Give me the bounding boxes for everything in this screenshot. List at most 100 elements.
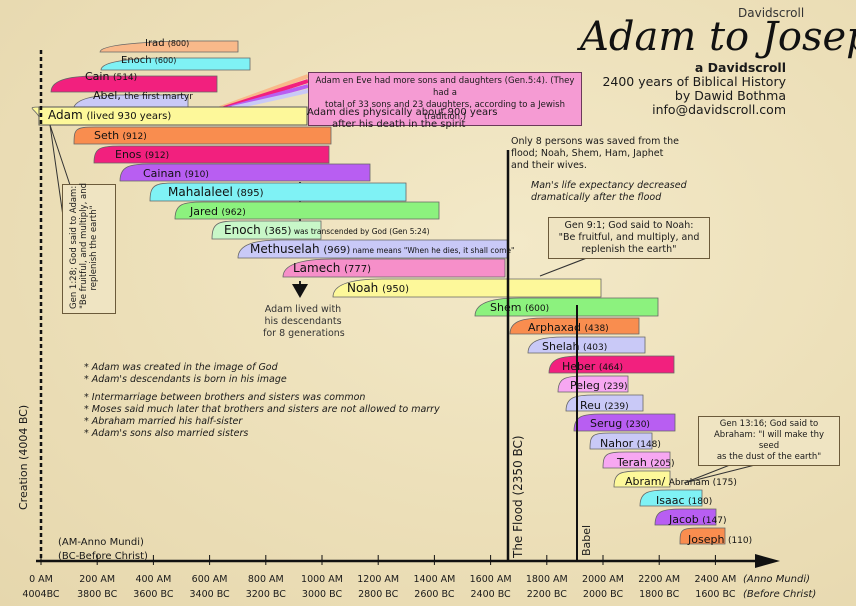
person-age: (239) [604, 402, 628, 412]
axis-tick-label: 200 AM 3800 BC [67, 572, 127, 602]
page-title: Adam to Joseph [580, 14, 856, 60]
person-label: Enoch (600) [121, 55, 176, 66]
person-label: Peleg (239) [570, 379, 628, 392]
person-label: Mahalaleel (895) [168, 185, 264, 199]
person-label: Serug (230) [590, 417, 650, 430]
person-age: the first martyr [124, 92, 193, 102]
person-age: (180) [688, 497, 712, 507]
bullet-note: * Adam was created in the image of God [84, 362, 278, 373]
person-label: Arphaxad (438) [528, 321, 609, 334]
person-age: (205) [650, 459, 674, 469]
person-age: (950) [382, 284, 409, 295]
tick-bc: 3600 BC [133, 589, 174, 600]
axis-tick-label: 1400 AM 2600 BC [404, 572, 464, 602]
tick-am: 1800 AM [525, 574, 568, 585]
adam-lived-line-3: for 8 generations [263, 328, 345, 339]
person-label: Reu (239) [580, 399, 629, 412]
person-name: Peleg [570, 379, 603, 392]
person-age: (910) [185, 170, 209, 180]
person-name: Abel, [93, 89, 124, 102]
life-expectancy-line-1: Man's life expectancy decreased [531, 180, 687, 191]
axis-tick-label: 2200 AM 1800 BC [629, 572, 689, 602]
bullet-note: * Moses said much later that brothers an… [84, 404, 440, 415]
bar-seth [73, 126, 332, 145]
tick-bc: 2400 BC [470, 589, 511, 600]
subtitle-email[interactable]: info@davidscroll.com [652, 102, 786, 117]
person-label: Abram/ Abraham (175) [625, 475, 737, 488]
gen-9-1-line-3: replenish the earth" [581, 244, 677, 255]
person-age: (239) [603, 382, 627, 392]
person-label: Seth (912) [94, 129, 147, 142]
axis-tick-label: 800 AM 3200 BC [236, 572, 296, 602]
bar-jacob [654, 508, 717, 526]
person-name: Enoch [224, 223, 265, 237]
tick-bc: 3800 BC [77, 589, 118, 600]
subtitle-line-1: a Davidscroll [694, 60, 786, 75]
person-name: Serug [590, 417, 626, 430]
descendant-ray [231, 89, 309, 110]
adam-lived-note: Adam lived with his descendants for 8 ge… [263, 304, 345, 340]
person-label: Enoch (365) was transcended by God (Gen … [224, 223, 430, 237]
life-expectancy-line-2: dramatically after the flood [531, 192, 662, 203]
person-label: Shelah (403) [542, 340, 607, 353]
flood-saved-line-2: flood; Noah, Shem, Ham, Japhet [511, 148, 664, 159]
person-label: Cain (514) [85, 70, 137, 83]
bar-reu [565, 394, 644, 412]
bar-enos [93, 145, 330, 164]
subtitle-line-3: by Dawid Bothma [674, 88, 786, 103]
person-age: (912) [145, 151, 169, 161]
intermarriage-notes: * Intermarriage between brothers and sis… [84, 392, 440, 440]
person-label: Jacob (147) [668, 513, 726, 526]
person-note: name means "When he dies, it shall come" [350, 246, 514, 255]
bar-cainan [119, 163, 371, 182]
person-age: (777) [344, 264, 371, 275]
tick-bc: 1800 BC [639, 589, 680, 600]
tick-bc: 1600 BC [695, 589, 736, 600]
person-note: was transcended by God (Gen 5:24) [291, 227, 429, 236]
tick-am: 600 AM [191, 574, 228, 585]
person-name: Jared [189, 205, 222, 218]
tick-am: 200 AM [79, 574, 116, 585]
gen-9-1-callout: Gen 9:1; God said to Noah: "Be fruitful,… [548, 217, 710, 259]
bullet-note: * Adam's descendants is born in his imag… [84, 374, 287, 385]
person-age: (969) [323, 245, 350, 256]
bar-irad [99, 40, 239, 53]
down-arrow-icon [292, 284, 308, 298]
axis-arrow-icon [755, 554, 780, 568]
tick-am: 2400 AM [694, 574, 737, 585]
creation-marker-label: Creation (4004 BC) [17, 404, 30, 510]
person-age: (110) [728, 536, 752, 546]
person-name: Cain [85, 70, 113, 83]
person-name: Arphaxad [528, 321, 584, 334]
tick-am: 1400 AM [413, 574, 456, 585]
brand-label: Davidscroll [738, 6, 805, 20]
person-name: Noah [347, 281, 382, 295]
person-age: (464) [599, 363, 623, 373]
person-name: Seth [94, 129, 123, 142]
person-name: Heber [562, 360, 599, 373]
person-age: (514) [113, 73, 137, 83]
bar-mahalaleel [149, 182, 407, 202]
person-name: Methuselah [250, 242, 323, 256]
bar-joseph [679, 527, 726, 545]
person-label: Lamech (777) [293, 261, 371, 275]
person-name: Lamech [293, 261, 344, 275]
person-age: (800) [168, 39, 190, 48]
bar-cain [50, 75, 218, 93]
life-expectancy-note: Man's life expectancy decreased dramatic… [531, 180, 687, 204]
bar-arphaxad [509, 317, 640, 335]
axis-legend: (AM-Anno Mundi) (BC-Before Christ) [58, 536, 148, 564]
bar-terah [602, 451, 671, 469]
adam-dies-line-1: Adam dies physically about 900 years [307, 107, 498, 118]
tick-am: 2000 AM [582, 574, 624, 585]
bar-nahor [589, 432, 653, 450]
person-age: (148) [637, 440, 661, 450]
bar-serug [573, 413, 676, 432]
adam-dies-line-2: after his death in the spirit [332, 119, 466, 130]
subtitle-line-2: 2400 years of Biblical History [602, 74, 786, 89]
adam-eve-note: Adam en Eve had more sons and daughters … [308, 72, 582, 126]
tick-bc: 4004BC [22, 589, 60, 600]
axis-tick-label: 600 AM 3400 BC [180, 572, 240, 602]
person-label: Abel, the first martyr [93, 89, 193, 102]
person-label: Enos (912) [115, 148, 169, 161]
